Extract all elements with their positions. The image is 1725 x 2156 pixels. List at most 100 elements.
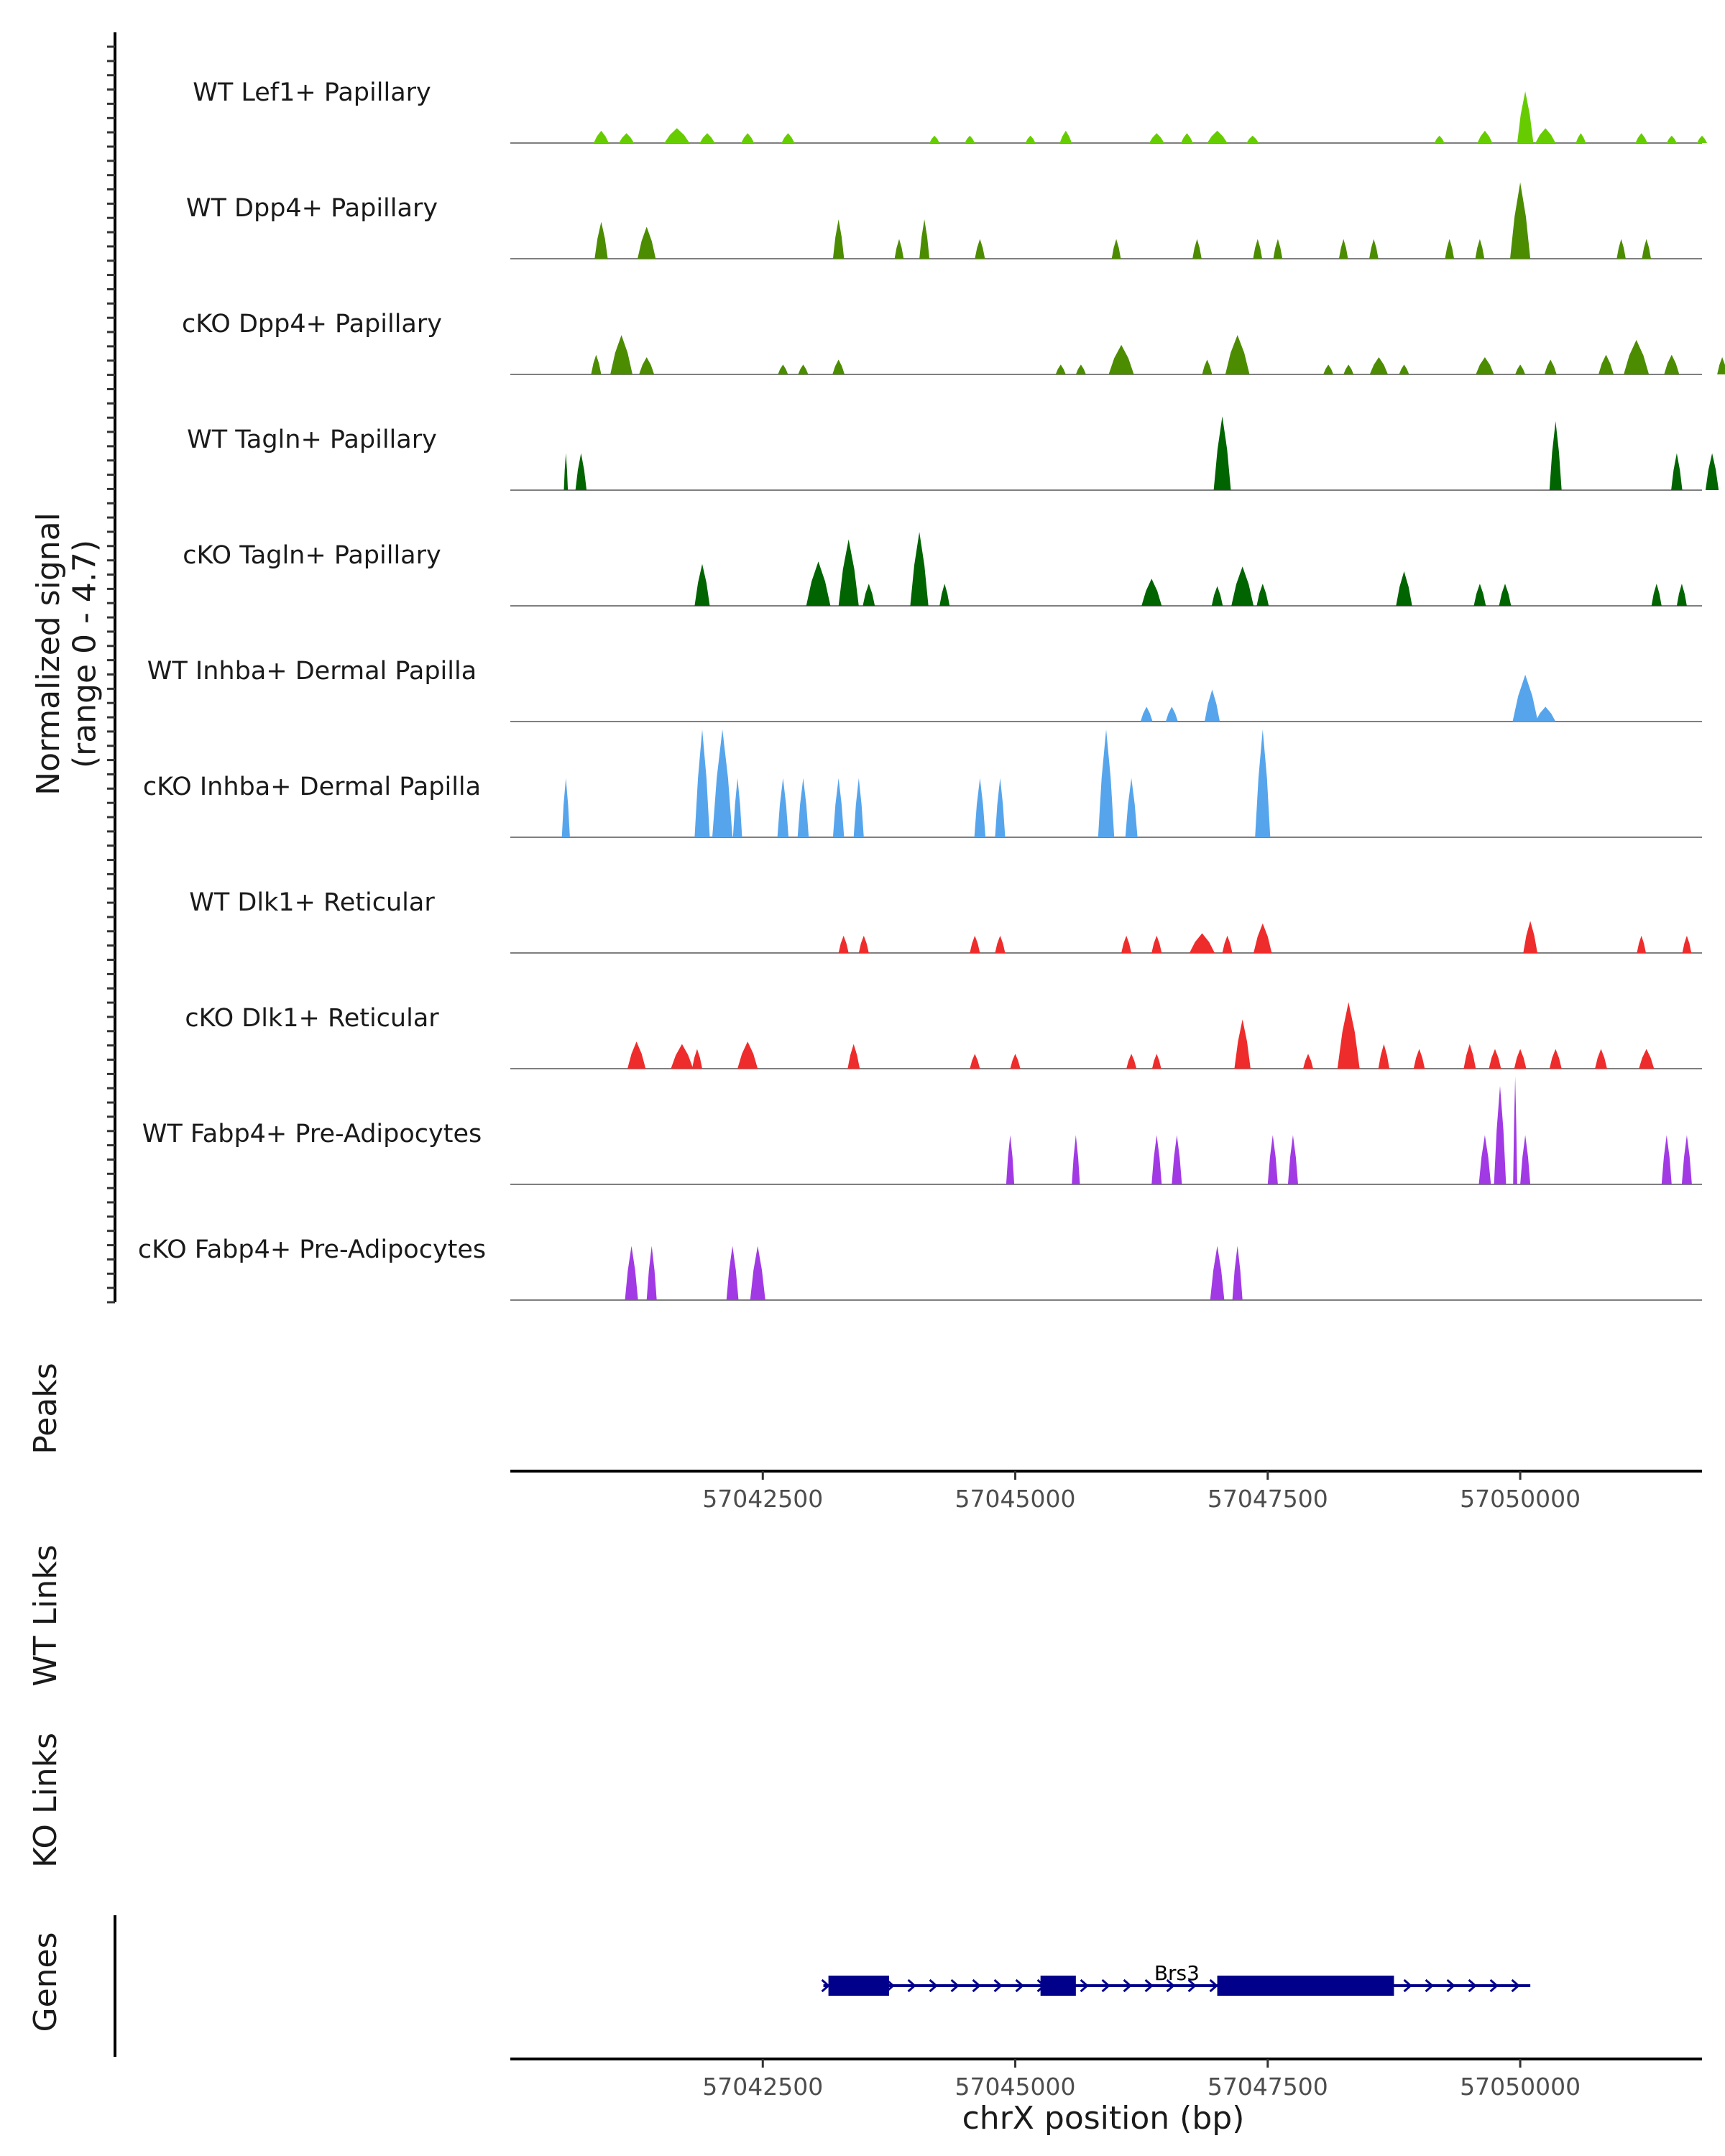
track: WT Dlk1+ Reticular [189, 888, 1702, 954]
signal-peak [1682, 936, 1692, 953]
signal-peak [1222, 936, 1233, 953]
signal-peak [1635, 133, 1648, 143]
signal-peak [1059, 130, 1072, 143]
signal-peak [1676, 584, 1687, 606]
signal-peak [1338, 239, 1348, 259]
signal-peak [1576, 133, 1586, 143]
strand-arrow [1489, 1978, 1499, 1993]
signal-peak [726, 1245, 739, 1300]
y-axis-title-line: (range 0 - 4.7) [67, 540, 104, 768]
signal-peak [1192, 239, 1202, 259]
signal-peak [1108, 344, 1134, 374]
x-tick-label: 57042500 [702, 1485, 823, 1513]
strand-arrow [972, 1978, 981, 1993]
track-label: cKO Fabp4+ Pre-Adipocytes [138, 1235, 486, 1264]
strand-arrow [821, 1978, 830, 1993]
signal-peak [1671, 453, 1683, 490]
signal-peak [1494, 1086, 1506, 1184]
signal-peak [1232, 1245, 1243, 1300]
signal-peak [862, 584, 875, 606]
track: cKO Dpp4+ Papillary [182, 310, 1725, 375]
signal-peak [1189, 933, 1215, 953]
track: WT Tagln+ Papillary [187, 416, 1719, 491]
signal-peak [939, 584, 950, 606]
signal-peak [1075, 364, 1086, 374]
signal-peak [575, 453, 587, 490]
track: cKO Dlk1+ Reticular [185, 1002, 1702, 1069]
gene-exon [828, 1976, 889, 1996]
signal-peak [1475, 239, 1485, 259]
signal-peak [1637, 936, 1646, 953]
signal-peak [1337, 1002, 1360, 1069]
signal-peak [1499, 584, 1512, 606]
signal-peak [995, 936, 1006, 953]
signal-peak [1664, 354, 1680, 374]
wt-links-panel-label: WT Links [27, 1544, 64, 1686]
signal-peak [1256, 584, 1269, 606]
y-axis-ticks [107, 32, 116, 1304]
signal-peak [1343, 364, 1354, 374]
signal-peak [737, 1041, 758, 1069]
signal-peak [646, 1245, 657, 1300]
signal-peak [1267, 1135, 1278, 1184]
gene-track [821, 1976, 1531, 1996]
signal-peak [975, 239, 985, 259]
signal-peak [671, 1044, 694, 1069]
strand-arrow [1403, 1978, 1412, 1993]
track-label: cKO Inhba+ Dermal Papilla [143, 773, 481, 801]
track: cKO Fabp4+ Pre-Adipocytes [138, 1235, 1702, 1301]
track-label: WT Tagln+ Papillary [187, 425, 437, 454]
strand-arrow [1101, 1978, 1110, 1993]
strand-arrow [1468, 1978, 1477, 1993]
signal-tracks: WT Lef1+ Papillary WT Dpp4+ Papillary cKO … [138, 78, 1725, 1301]
strand-arrow [950, 1978, 960, 1993]
x-tick-label: 57042500 [702, 2073, 823, 2101]
signal-peak [619, 133, 635, 143]
strand-arrow [1080, 1978, 1089, 1993]
strand-arrow [1123, 1978, 1132, 1993]
x-tick-label: 57050000 [1460, 1485, 1581, 1513]
signal-peak [1595, 1049, 1607, 1069]
track-label: WT Dlk1+ Reticular [189, 888, 435, 917]
signal-peak [965, 135, 975, 143]
track-label: WT Lef1+ Papillary [193, 78, 431, 107]
signal-peak [1616, 239, 1626, 259]
signal-peak [1717, 357, 1725, 374]
signal-peak [1514, 1049, 1527, 1069]
signal-peak [1225, 335, 1250, 374]
signal-peak [1535, 128, 1556, 143]
signal-peak [639, 357, 655, 374]
x-tick-label: 57045000 [955, 1485, 1076, 1513]
signal-peak [741, 133, 755, 143]
x-tick-label: 57045000 [955, 2073, 1076, 2101]
signal-peak [593, 130, 609, 143]
signal-peak [778, 364, 788, 374]
signal-peak [1149, 133, 1164, 143]
signal-peak [798, 364, 809, 374]
gene-name-label: Brs3 [1154, 1961, 1200, 1985]
signal-peak [1165, 706, 1178, 722]
x-tick-label: 57047500 [1208, 2073, 1328, 2101]
peaks-panel-label: Peaks [27, 1363, 64, 1454]
genes-panel-label: Genes [27, 1932, 64, 2032]
strand-arrow [1425, 1978, 1434, 1993]
signal-peak [1434, 135, 1445, 143]
signal-peak [610, 335, 632, 374]
y-axis-title-line: Normalized signal [30, 512, 67, 796]
track-label: cKO Dpp4+ Papillary [182, 310, 442, 338]
signal-peak [1323, 364, 1334, 374]
signal-peak [1172, 1135, 1182, 1184]
signal-peak [1210, 1245, 1225, 1300]
strand-arrow [1015, 1978, 1024, 1993]
signal-peak [1211, 586, 1223, 606]
signal-peak [894, 239, 904, 259]
track-label: WT Inhba+ Dermal Papilla [147, 657, 477, 686]
track: WT Fabp4+ Pre-Adipocytes [142, 1077, 1702, 1185]
signal-peak [694, 563, 710, 606]
signal-peak [1072, 1135, 1080, 1184]
signal-peak [1512, 674, 1538, 722]
signal-peak [1463, 1044, 1476, 1069]
signal-peak [1396, 571, 1412, 606]
signal-peak [1126, 1054, 1137, 1069]
track-label: cKO Dlk1+ Reticular [185, 1004, 439, 1033]
